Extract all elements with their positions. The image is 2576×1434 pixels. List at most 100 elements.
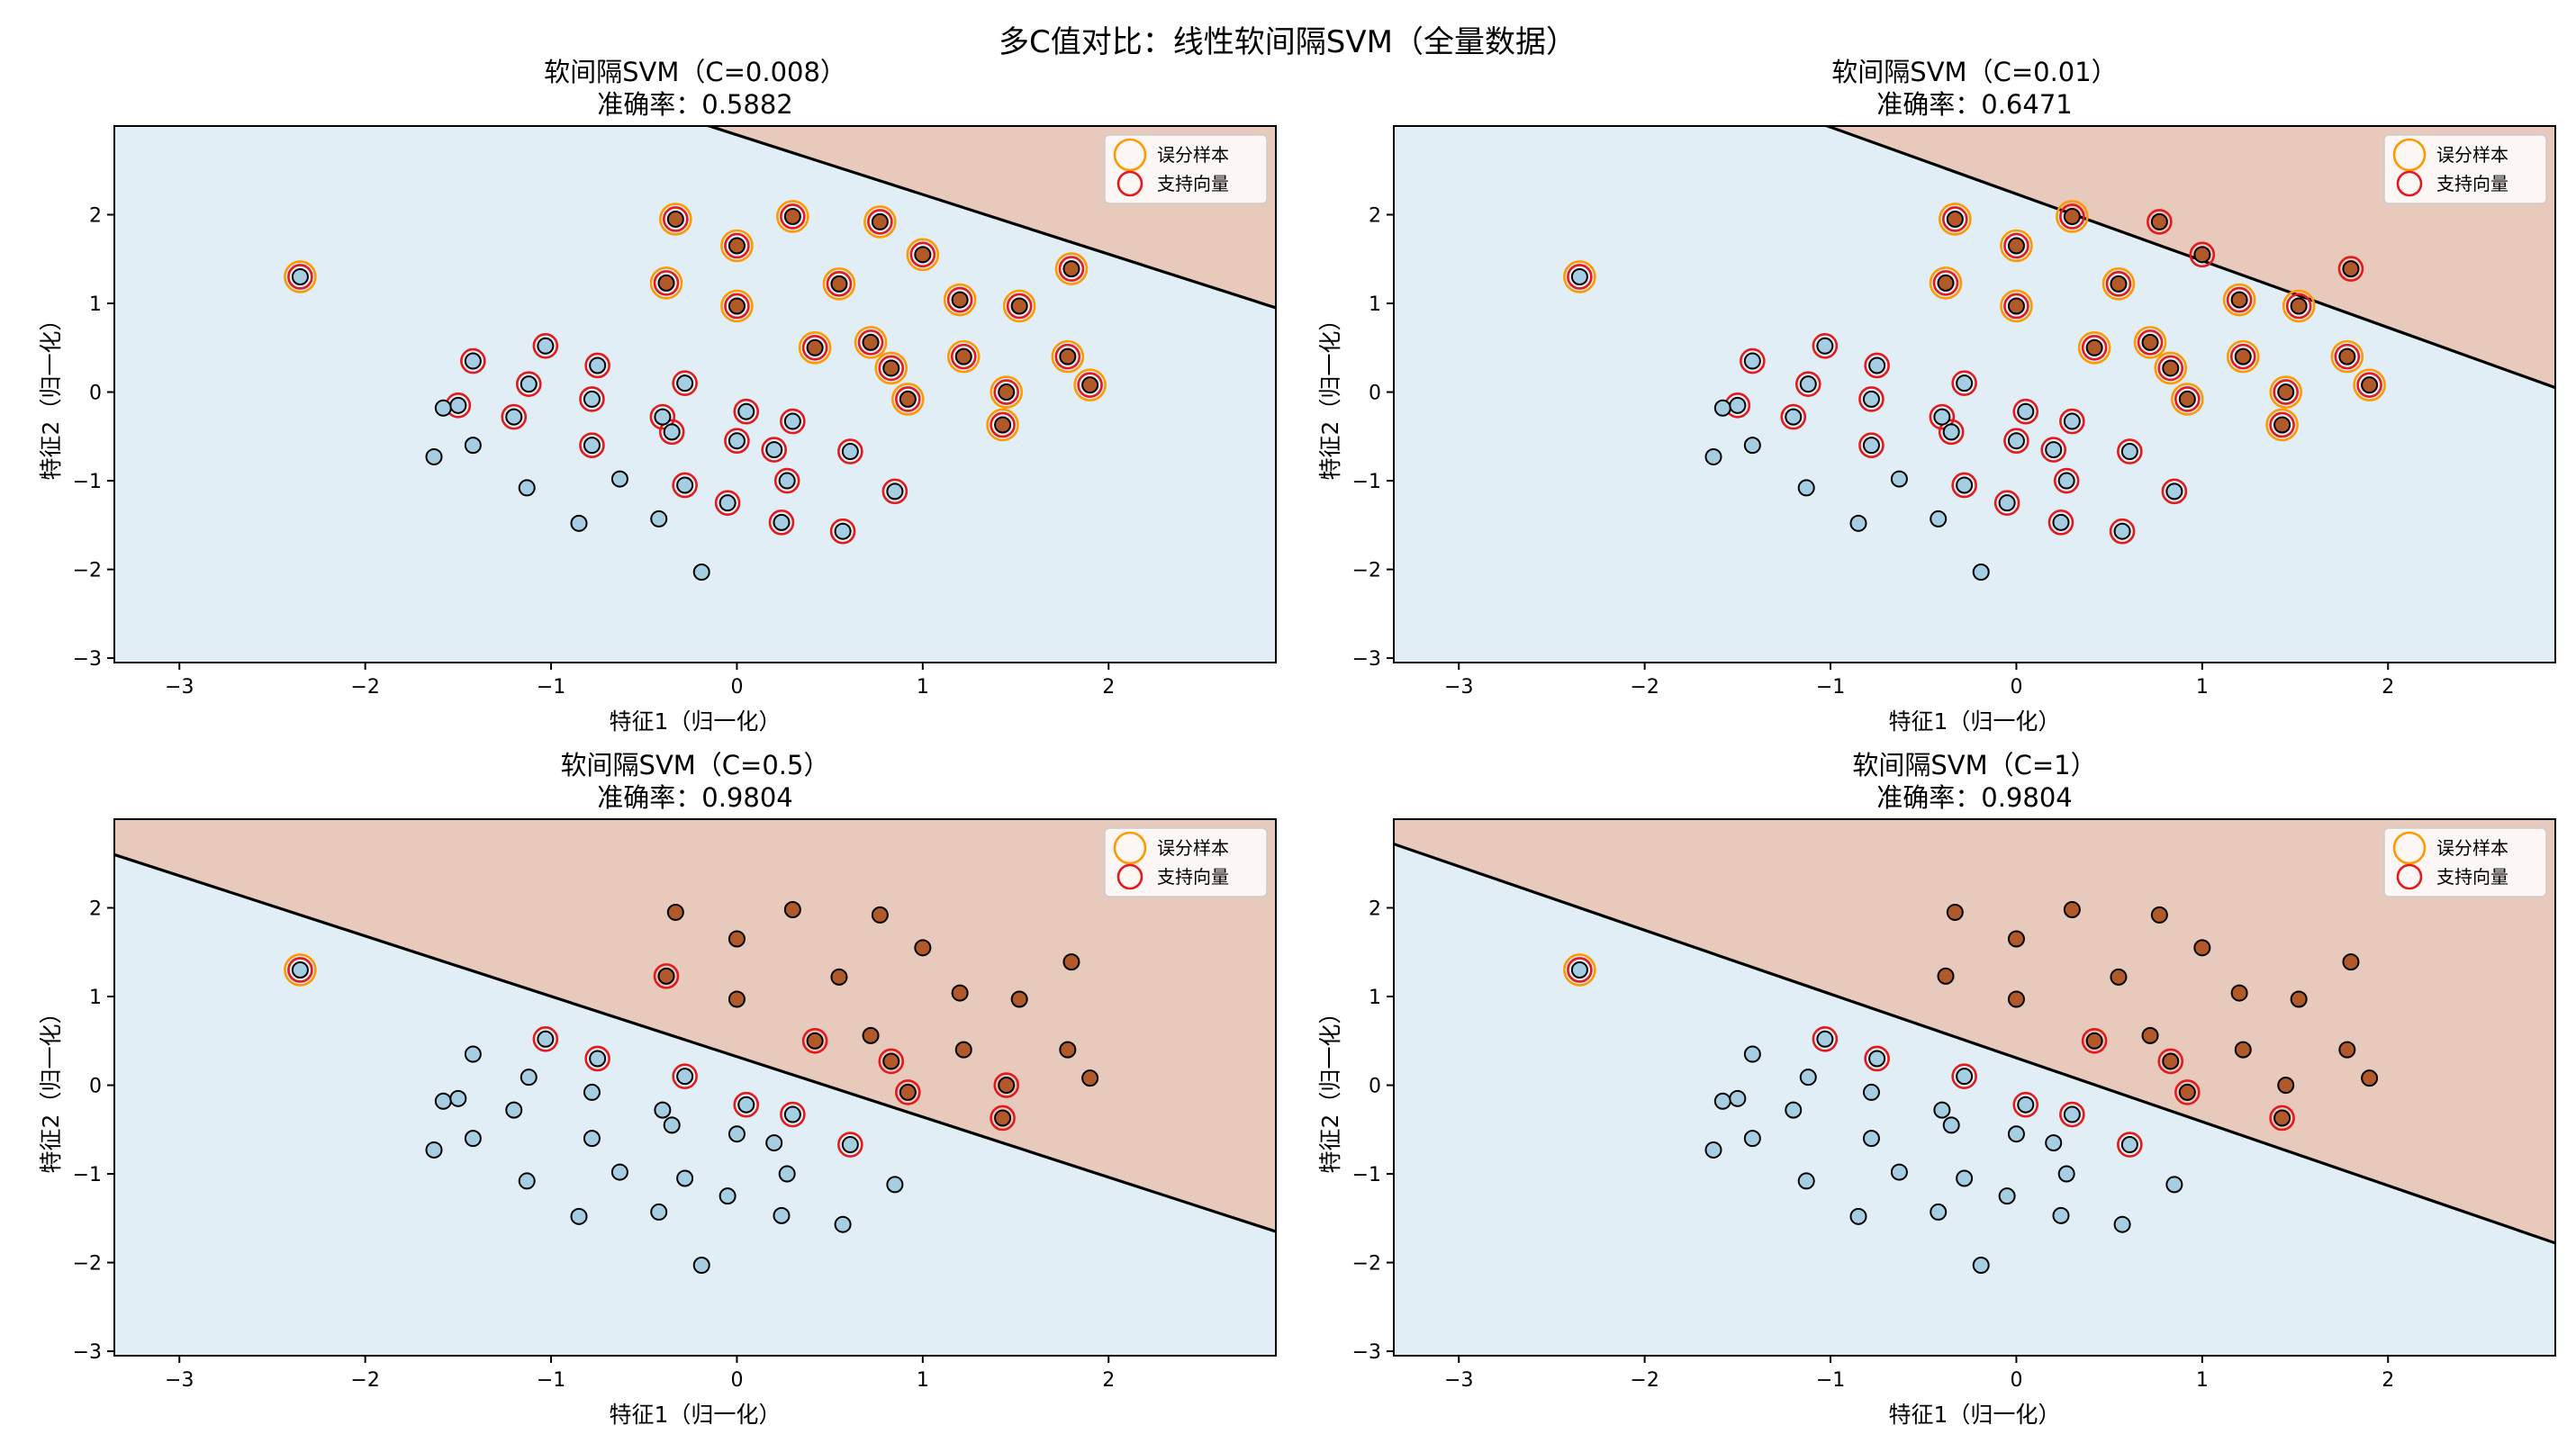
data-point-class1 — [728, 930, 746, 948]
support-vector-ring — [946, 286, 973, 313]
data-point-class1 — [882, 1052, 900, 1070]
support-vector-ring — [579, 386, 605, 412]
data-point-class1 — [2178, 1083, 2196, 1101]
support-vector-ring — [287, 957, 313, 983]
support-vector-ring — [761, 437, 788, 463]
support-vector-ring — [724, 428, 750, 455]
x-axis-label: 特征1（归一化） — [610, 1402, 782, 1428]
data-point-class0 — [1956, 1169, 1974, 1187]
support-vector-ring — [515, 371, 542, 397]
support-vector-ring — [2161, 478, 2188, 505]
y-tick-label: 0 — [89, 383, 102, 405]
support-vector-ring — [1812, 333, 1839, 359]
data-point-class0 — [1942, 423, 1960, 441]
data-point-class0 — [518, 1172, 536, 1190]
support-vector-ring — [773, 467, 800, 494]
data-point-class1 — [728, 297, 746, 315]
data-point-class1 — [2290, 990, 2308, 1008]
data-point-class0 — [1890, 470, 1908, 488]
support-vector-ring — [724, 232, 750, 259]
support-vector-ring — [532, 333, 559, 359]
x-tick-label: 1 — [2196, 1369, 2209, 1392]
region-class1 — [1394, 819, 2555, 1243]
data-point-class0 — [773, 1206, 791, 1224]
misclassified-ring — [2282, 289, 2316, 323]
y-tick-label: 2 — [1369, 898, 1381, 921]
support-vector-ring — [653, 963, 680, 989]
misclassified-ring — [1073, 368, 1107, 401]
support-vector-ring — [2229, 343, 2256, 370]
markers — [284, 900, 1099, 1275]
data-point-class0 — [663, 1116, 681, 1134]
data-point-class0 — [425, 447, 443, 465]
support-vector-ring — [2117, 1132, 2143, 1158]
support-vector-ring — [1864, 352, 1890, 379]
data-point-class1 — [998, 1077, 1016, 1095]
support-vector-ring — [881, 478, 908, 505]
data-point-class1 — [1937, 967, 1955, 985]
support-vector-ring — [1951, 370, 1977, 396]
data-point-class0 — [434, 399, 452, 417]
y-tick-label: −2 — [73, 560, 102, 582]
data-point-class1 — [2273, 1109, 2291, 1127]
y-tick-label: −3 — [1352, 1341, 1381, 1364]
support-vector-ring — [837, 1132, 863, 1158]
support-vector-ring — [1054, 343, 1081, 370]
support-vector-ring — [2003, 232, 2029, 259]
data-point-class1 — [954, 347, 972, 365]
legend-misclassified-label: 误分样本 — [1157, 837, 1229, 859]
data-point-class0 — [1956, 1068, 1974, 1086]
x-tick-label: 1 — [2196, 676, 2209, 699]
misclassified-ring — [2171, 383, 2204, 416]
misclassified-ring — [2133, 326, 2167, 359]
data-point-class0 — [728, 432, 746, 450]
legend-misclassified-marker — [1113, 831, 1147, 865]
misclassified-ring — [1054, 252, 1089, 285]
data-point-class1 — [1059, 1041, 1077, 1059]
legend-misclassified-marker — [2392, 831, 2427, 865]
legend-support-vector-marker — [1116, 863, 1143, 890]
data-point-class0 — [783, 412, 801, 430]
x-tick-label: 0 — [730, 676, 743, 699]
data-point-class0 — [834, 522, 852, 540]
data-point-class1 — [1062, 953, 1080, 971]
data-point-class0 — [2165, 1176, 2183, 1194]
support-vector-ring — [672, 1063, 698, 1089]
y-tick-label: −1 — [73, 1164, 102, 1186]
data-point-class0 — [778, 1165, 796, 1183]
support-vector-ring — [1932, 270, 1959, 296]
data-point-class0 — [1570, 961, 1588, 979]
support-vector-ring — [2081, 334, 2108, 361]
data-point-class0 — [570, 1207, 588, 1225]
data-point-class0 — [765, 441, 783, 459]
data-point-class0 — [719, 494, 737, 512]
support-vector-ring — [733, 1091, 760, 1118]
support-vector-ring — [460, 347, 486, 374]
misclassified-ring — [1929, 266, 1963, 300]
support-vector-ring — [579, 432, 605, 458]
data-point-class0 — [654, 1101, 672, 1119]
y-tick-label: −2 — [73, 1253, 102, 1276]
subplot-4: −3 −2 −1 0 1 2 −3 −2 −1 0 1 2 特征1（归一化） 特征2（归一化） 软间隔SVM… — [1317, 750, 2556, 1428]
axes-frame — [113, 818, 1277, 1357]
region-class1 — [114, 819, 1276, 1232]
support-vector-ring — [2356, 372, 2382, 398]
support-vector-ring — [2189, 241, 2216, 268]
misclassified-ring — [1002, 289, 1036, 323]
support-vector-ring — [895, 386, 921, 412]
data-point-class0 — [520, 1069, 538, 1087]
data-point-class0 — [520, 375, 538, 393]
support-vector-ring — [287, 264, 313, 290]
data-point-class1 — [2230, 984, 2248, 1002]
data-point-class0 — [610, 1163, 628, 1181]
y-tick-label: 1 — [1369, 293, 1381, 316]
misclassified-ring — [2000, 229, 2033, 263]
data-point-class1 — [2338, 347, 2356, 365]
data-point-class0 — [537, 1030, 555, 1048]
support-vector-ring — [1812, 1026, 1839, 1052]
support-vector-ring — [1794, 371, 1821, 397]
legend-misclassified-label: 误分样本 — [2436, 144, 2508, 166]
